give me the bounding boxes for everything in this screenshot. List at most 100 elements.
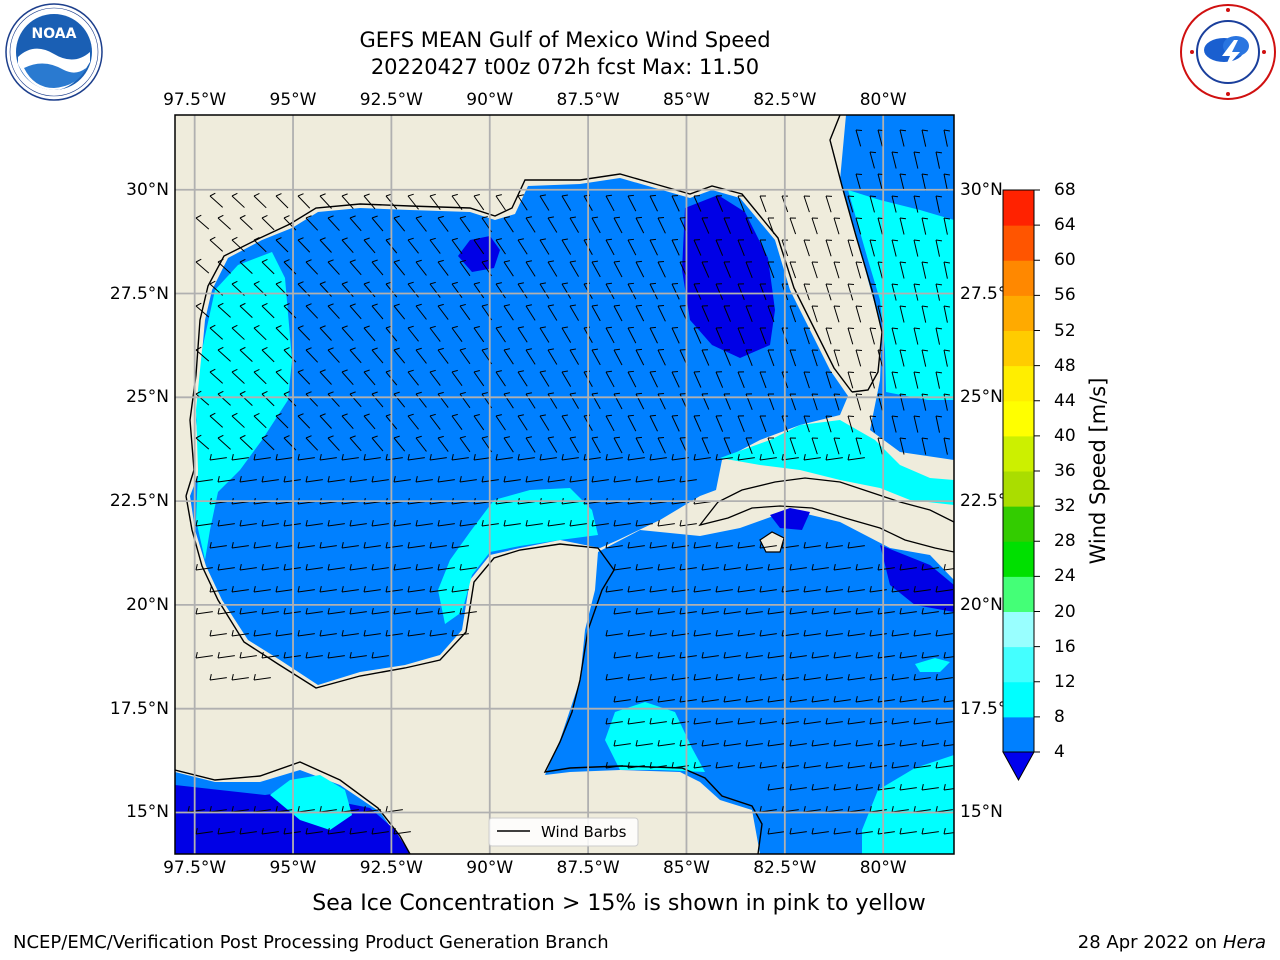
wind-barb (613, 304, 623, 322)
wind-barb (275, 369, 289, 385)
wind-barb (195, 214, 210, 230)
wind-barb (891, 586, 909, 593)
wind-barb (349, 828, 367, 835)
wind-barb (217, 302, 231, 318)
wind-barb (371, 215, 384, 232)
wind-barb (451, 630, 469, 637)
wind-barb (451, 586, 469, 593)
wind-barb (657, 608, 675, 615)
wind-barb (195, 608, 213, 615)
wind-barb (635, 608, 653, 615)
wind-barb (627, 674, 645, 681)
wind-barb (209, 324, 224, 340)
wind-barb (341, 325, 354, 342)
wind-barb (253, 368, 267, 385)
wind-barb (833, 349, 841, 367)
wind-barb (371, 347, 384, 364)
wind-barb (561, 282, 572, 299)
wind-barb (591, 476, 609, 483)
wind-barb (253, 586, 271, 593)
wind-barb (437, 564, 455, 571)
wind-barb (363, 454, 381, 461)
wind-barb (899, 784, 917, 791)
wind-barb (745, 652, 763, 659)
wind-barb (451, 542, 469, 549)
wind-barb (935, 718, 953, 725)
wind-barb (715, 371, 724, 388)
wind-barb (569, 260, 579, 277)
wind-barb (261, 347, 275, 363)
wind-barb (605, 238, 615, 256)
wind-barb (231, 586, 249, 593)
wind-barb (943, 261, 951, 279)
wind-barb (349, 347, 362, 364)
wind-barb (451, 413, 463, 431)
wind-barb (459, 564, 477, 571)
wind-barb (415, 608, 433, 615)
wind-barb (891, 371, 899, 389)
wind-barb (635, 564, 653, 571)
wind-barb (715, 762, 733, 769)
wind-barb (701, 608, 719, 615)
wind-barb (701, 740, 719, 747)
wind-barb (847, 762, 865, 769)
wind-barb (261, 435, 275, 451)
wind-barb (297, 369, 311, 385)
wind-barb (693, 327, 702, 344)
wind-barb (825, 718, 843, 725)
wind-barb (855, 261, 863, 279)
wind-barb (891, 327, 899, 345)
wind-barb (737, 239, 745, 256)
wind-barb (239, 258, 253, 275)
wind-barb (605, 414, 615, 432)
wind-barb (767, 784, 785, 791)
colorbar-extend-triangle (1002, 751, 1035, 782)
wind-barb (253, 192, 267, 209)
wind-8-12-pacific (270, 775, 352, 830)
wind-barb (679, 696, 697, 703)
wind-barb (429, 193, 441, 210)
longitude-label-top: 92.5°W (359, 90, 423, 110)
longitude-label-bottom: 87.5°W (556, 858, 620, 878)
wind-barb (913, 283, 921, 301)
wind-barb (503, 436, 514, 453)
wind-barb (539, 238, 550, 255)
wind-barb (693, 674, 711, 681)
wind-barb (833, 652, 851, 659)
wind-barb (305, 520, 323, 527)
wind-barb (451, 369, 463, 387)
wind-barb (913, 415, 921, 433)
colorbar-segment (1003, 330, 1034, 367)
wind-barb (539, 414, 550, 431)
wind-barb (877, 608, 895, 615)
wind-barb (503, 476, 521, 483)
wind-barb (869, 239, 877, 257)
wind-barb (283, 347, 297, 363)
wind-barb (407, 281, 419, 298)
wind-barb (613, 652, 631, 659)
wind-barb (833, 564, 851, 571)
wind-barb (833, 740, 851, 747)
wind-barb (869, 327, 877, 345)
wind-barb (745, 349, 753, 367)
wind-barb (613, 260, 623, 278)
wind-barb (921, 261, 929, 279)
wind-barb (745, 564, 763, 571)
wind-barb (759, 283, 767, 301)
wind-barb (913, 586, 931, 593)
wind-barb (723, 437, 731, 454)
wind-barb (899, 261, 907, 279)
wind-barb (789, 652, 807, 659)
wind-barb (613, 348, 623, 366)
wind-barb (261, 215, 275, 231)
wind-barb (253, 412, 267, 429)
wind-barb (495, 414, 506, 431)
wind-barb (503, 216, 514, 233)
wind-barb (715, 630, 733, 637)
wind-barb (613, 476, 631, 483)
wind-barb (591, 216, 601, 234)
wind-barb (671, 415, 680, 432)
wind-barb (935, 415, 943, 433)
wind-barb (437, 476, 455, 483)
wind-barb (429, 413, 441, 430)
